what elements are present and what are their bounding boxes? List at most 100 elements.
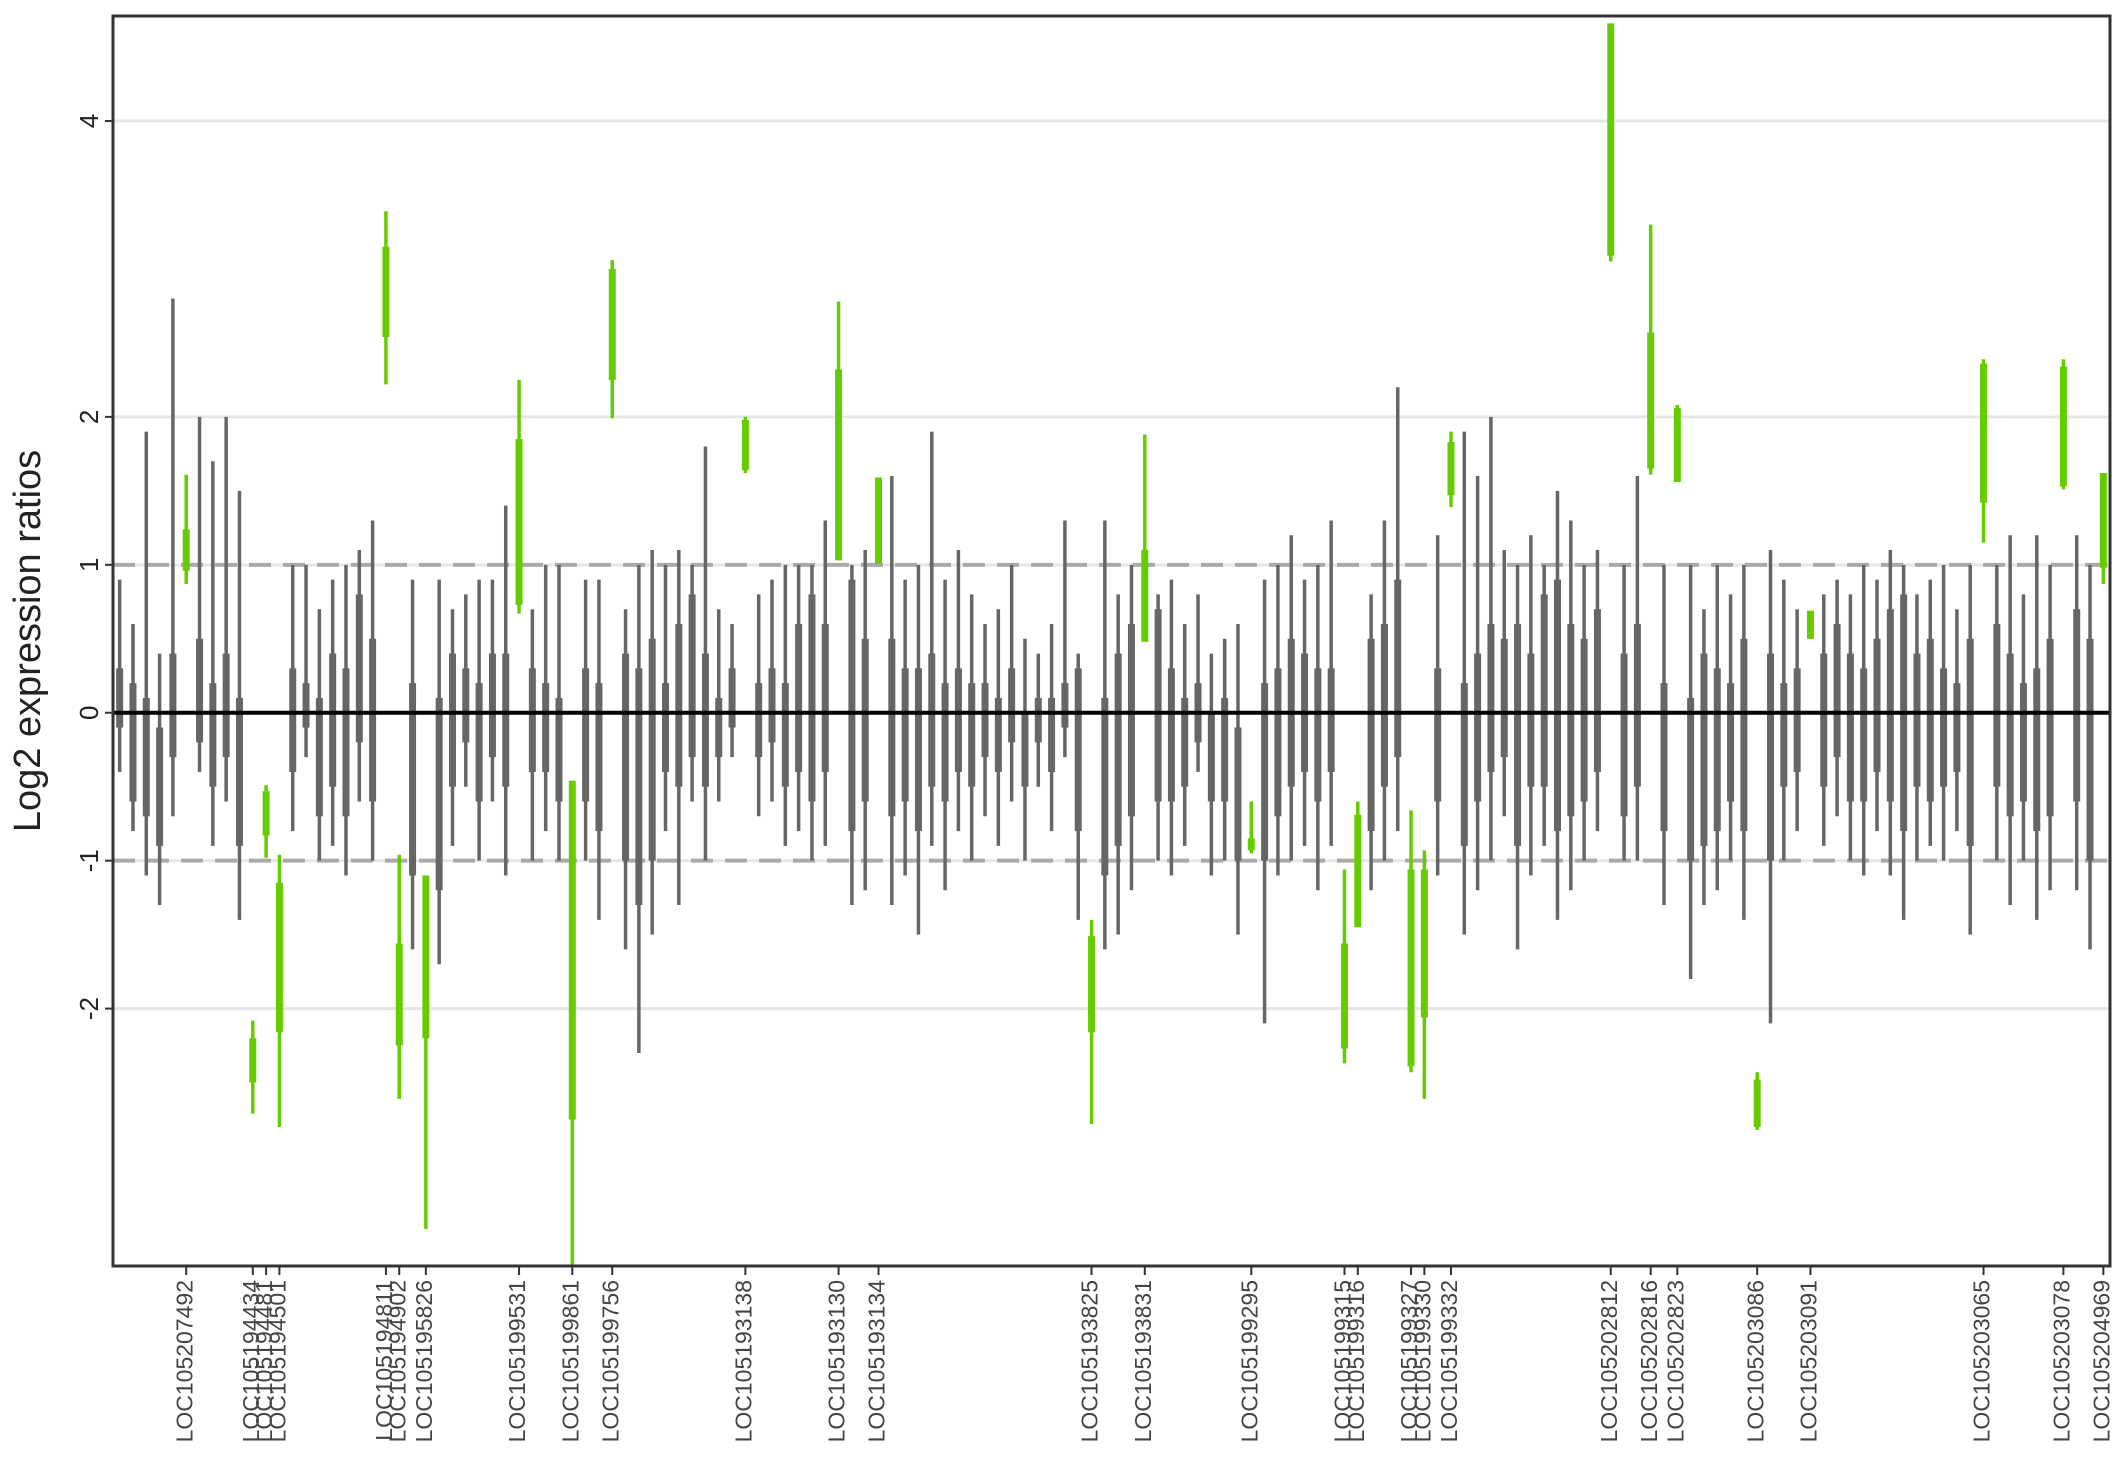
box: [968, 683, 976, 787]
box: [608, 268, 616, 380]
x-tick-label: LOC105193134: [864, 1280, 890, 1443]
box: [1567, 623, 1575, 817]
box: [2086, 638, 2094, 861]
box: [2099, 473, 2107, 568]
box: [1860, 668, 1868, 802]
box: [1261, 683, 1269, 861]
x-tick-label: LOC105204969: [2088, 1280, 2114, 1442]
box: [1021, 712, 1029, 787]
x-tick-label: LOC105199531: [504, 1280, 530, 1442]
box: [462, 668, 470, 743]
box: [555, 697, 563, 802]
box: [1553, 579, 1561, 832]
box: [1886, 609, 1894, 802]
box: [981, 683, 989, 758]
x-tick-label: LOC105202823: [1662, 1280, 1688, 1442]
x-tick-label: LOC105194434: [238, 1280, 264, 1443]
box: [1434, 668, 1442, 802]
box: [2046, 638, 2054, 817]
box: [395, 943, 403, 1046]
box: [1447, 442, 1455, 496]
box: [435, 697, 443, 891]
box: [409, 683, 417, 876]
box: [928, 653, 936, 787]
box: [1540, 594, 1548, 787]
box: [808, 594, 816, 802]
box: [1980, 363, 1988, 503]
box: [1833, 623, 1841, 758]
box: [648, 638, 656, 861]
box: [688, 594, 696, 758]
box: [1846, 653, 1854, 802]
box: [875, 477, 883, 564]
box: [1367, 638, 1375, 832]
box: [488, 653, 496, 758]
box: [2006, 653, 2014, 817]
x-tick-label: LOC105193825: [1077, 1280, 1103, 1442]
boxes: [116, 23, 2107, 1266]
box: [1380, 623, 1388, 787]
x-tick-label: LOC105199330: [1409, 1280, 1435, 1442]
box: [1940, 668, 1948, 787]
box: [448, 653, 456, 787]
box: [595, 683, 603, 832]
box: [1727, 683, 1735, 802]
box: [821, 623, 829, 772]
box: [169, 653, 177, 758]
box: [662, 683, 670, 772]
x-tick-label: LOC105207492: [171, 1280, 197, 1442]
box: [262, 791, 270, 836]
box: [1247, 838, 1255, 851]
box: [954, 668, 962, 772]
box: [1074, 668, 1082, 832]
box: [302, 683, 310, 728]
box: [675, 623, 683, 787]
box: [1354, 814, 1362, 928]
box: [715, 697, 723, 758]
x-tick-label: LOC105202816: [1636, 1280, 1662, 1442]
box: [1780, 683, 1788, 787]
y-tick-label: 2: [74, 410, 104, 424]
box: [1913, 653, 1921, 787]
box: [1127, 623, 1135, 817]
box: [1048, 697, 1056, 772]
box: [1420, 869, 1428, 1018]
box: [1207, 712, 1215, 802]
box: [1647, 332, 1655, 469]
x-tick-label: LOC105199861: [557, 1280, 583, 1442]
box: [1340, 943, 1348, 1049]
box: [502, 653, 510, 787]
box: [1034, 697, 1042, 743]
box: [1474, 653, 1482, 802]
box: [728, 668, 736, 728]
box: [1673, 408, 1681, 482]
box: [781, 683, 789, 787]
box: [515, 439, 523, 605]
box: [1154, 609, 1162, 802]
box: [1740, 638, 1748, 832]
box: [329, 653, 337, 787]
box: [1926, 638, 1934, 802]
box: [196, 638, 204, 743]
x-tick-label: LOC105199315: [1330, 1280, 1356, 1442]
y-tick-label: 4: [74, 114, 104, 128]
x-tick-label: LOC105194501: [264, 1280, 290, 1442]
box: [861, 638, 869, 802]
x-tick-label: LOC105203078: [2048, 1280, 2074, 1442]
y-tick-label: -2: [74, 997, 104, 1020]
box: [1234, 727, 1242, 861]
x-tick-label: LOC105195826: [411, 1280, 437, 1442]
box: [1487, 623, 1495, 772]
box: [888, 638, 896, 817]
box: [1593, 609, 1601, 772]
x-tick-label: LOC105203091: [1796, 1280, 1822, 1442]
box: [1700, 653, 1708, 846]
box: [795, 623, 803, 772]
box: [1101, 697, 1109, 876]
box: [315, 697, 323, 817]
y-tick-label: -1: [74, 849, 104, 872]
box: [1181, 697, 1189, 787]
box: [1607, 23, 1615, 256]
